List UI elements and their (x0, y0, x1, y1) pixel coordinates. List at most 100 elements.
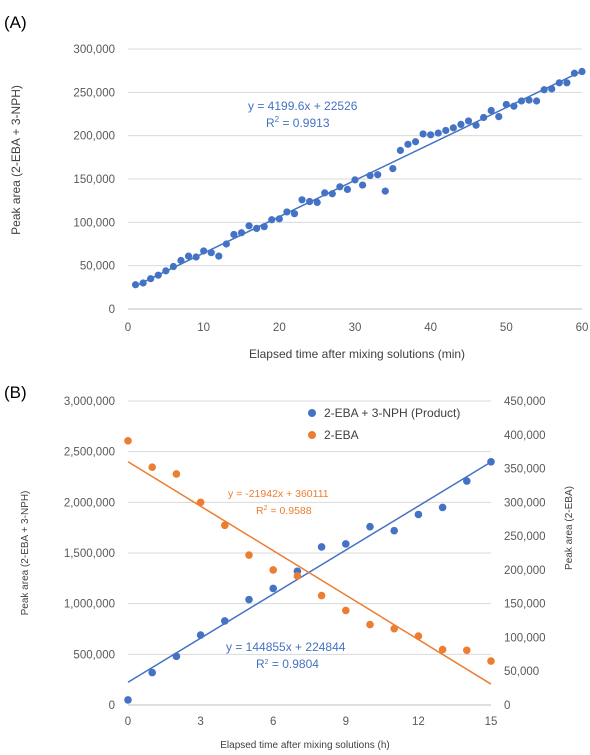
panel-a-data-point (472, 121, 480, 129)
panel-a-data-point (381, 187, 389, 195)
panel-b-2eba-data-point (317, 591, 326, 600)
panel-a-data-point (169, 262, 177, 271)
panel-b-x-tick-label: 9 (343, 716, 349, 728)
panel-b-y2-tick-label: 400,000 (504, 430, 546, 442)
panel-b-y2-tick-label: 300,000 (504, 497, 546, 509)
panel-b-gridlines (128, 400, 491, 706)
panel-a-data-point (260, 223, 268, 231)
panel-a: (A) 0 50,000 100,000 150,000 200,000 250,000 3… (4, 13, 588, 361)
panel-a-trend-equation: y = 4199.6x + 22526 (248, 99, 358, 113)
panel-a-data-point (139, 279, 147, 287)
panel-a-data-point (184, 252, 193, 260)
panel-a-data-point (131, 281, 140, 289)
panel-a-data-point (396, 146, 404, 154)
panel-b-trendlines (127, 461, 492, 685)
panel-b-product-data-point (438, 503, 447, 512)
panel-b-2eba-data-point (390, 624, 399, 633)
panel-b-product-data-point (221, 617, 229, 625)
panel-b-product-data-point (269, 584, 278, 593)
panel-b-x-tick-label: 15 (485, 716, 498, 728)
panel-b-2eba-data-point (172, 470, 181, 478)
panel-a-data-point (517, 97, 526, 105)
panel-b-x-tick-label: 6 (270, 716, 276, 728)
panel-a-data-point (389, 165, 397, 173)
panel-a-data-point (374, 171, 382, 179)
panel-a-data-point (306, 197, 314, 206)
panel-b-label: (B) (4, 383, 27, 402)
panel-b-2eba-data-point (342, 606, 350, 615)
panel-a-data-point (555, 79, 563, 87)
panel-b-2eba-data-point (438, 645, 447, 654)
panel-a-data-point (449, 124, 457, 132)
panel-a-data-point (487, 106, 495, 115)
panel-a-data-point (427, 131, 435, 139)
panel-b-legend: 2-EBA + 3-NPH (Product) 2-EBA (308, 406, 460, 442)
panel-a-data-point (321, 189, 329, 197)
panel-a-data-point (358, 181, 367, 189)
panel-b-y2-tick-label: 200,000 (504, 565, 546, 577)
panel-a-x-axis-title: Elapsed time after mixing solutions (min… (249, 347, 465, 361)
panel-a-x-tick-label: 0 (125, 322, 131, 334)
panel-b-2eba-data-point (148, 463, 156, 472)
panel-a-data-point (495, 113, 503, 121)
panel-a-data-point (411, 138, 420, 146)
panel-b-product-data-point (366, 522, 374, 531)
panel-a-x-tick-label: 30 (349, 322, 362, 334)
panel-a-x-tick-label: 50 (500, 322, 513, 334)
panel-a-data-point (351, 176, 359, 184)
panel-b-y-tick-label: 0 (109, 700, 115, 712)
panel-a-data-point (154, 271, 162, 279)
panel-a-data-point (177, 256, 185, 265)
panel-a-data-point (336, 183, 344, 191)
legend-label-product: 2-EBA + 3-NPH (Product) (324, 406, 460, 420)
panel-b-product-data-point (196, 631, 205, 639)
panel-a-data-point (268, 216, 276, 224)
panel-b-y2-tick-label: 350,000 (504, 464, 546, 476)
panel-a-data-point (540, 86, 548, 94)
panel-a-data-point (298, 196, 306, 204)
panel-a-data-point (328, 190, 336, 198)
legend-marker-2eba (308, 431, 316, 439)
panel-a-x-tick-label: 60 (576, 322, 589, 334)
panel-b-x-axis-title: Elapsed time after mixing solutions (h) (220, 740, 390, 751)
panel-b-2eba-data-point (293, 572, 302, 580)
panel-a-y-tick-label: 100,000 (73, 217, 115, 229)
panel-a-data-point (570, 69, 579, 77)
panel-a-data-point (457, 120, 465, 128)
panel-b-y2-tick-label: 50,000 (504, 666, 539, 678)
panel-a-data-point (230, 230, 238, 239)
panel-b-2eba-data-point (221, 521, 229, 530)
panel-a-x-tick-label: 20 (273, 322, 286, 334)
panel-a-data-point (343, 185, 352, 193)
panel-b-y2-tick-label: 150,000 (504, 599, 546, 611)
panel-b-2eba-data-point (487, 657, 495, 665)
panel-a-data-points (131, 67, 586, 289)
panel-b-product-data-point (390, 526, 399, 535)
panel-b-product-data-point (487, 458, 495, 466)
panel-a-y-tick-label: 150,000 (73, 174, 115, 186)
legend-marker-product (308, 409, 316, 417)
panel-b-product-data-point (245, 595, 253, 604)
panel-b-orange-equation: y = -21942x + 360111 (228, 488, 329, 500)
panel-b-blue-equation: y = 144855x + 224844 (226, 640, 346, 654)
panel-a-data-point (192, 253, 200, 261)
panel-b-y2-tick-labels: 0 50,000 100,000 150,000 200,000 250,000 300,0… (504, 396, 546, 712)
panel-b-product-data-point (317, 543, 326, 551)
panel-b-y-tick-label: 1,000,000 (64, 599, 115, 611)
panel-a-data-point (510, 102, 518, 110)
panel-a-data-point (237, 229, 246, 237)
panel-a-data-point (578, 67, 586, 76)
panel-a-data-point (147, 275, 155, 283)
panel-a-data-point (464, 117, 473, 125)
panel-b-blue-r-squared: R2 = 0.9804 (256, 657, 319, 671)
panel-b-product-data-point (414, 510, 423, 519)
panel-a-data-point (283, 208, 291, 216)
panel-a-y-tick-label: 250,000 (73, 87, 115, 99)
panel-a-data-point (200, 247, 208, 255)
panel-b-x-tick-label: 12 (412, 716, 425, 728)
panel-b-y2-tick-label: 250,000 (504, 531, 546, 543)
panel-b-x-tick-label: 0 (125, 716, 131, 728)
panel-b-x-tick-labels: 0 3 6 9 12 15 (125, 716, 498, 728)
panel-b-2eba-data-point (124, 437, 132, 445)
panel-b-y-tick-labels: 0 500,000 1,000,000 1,500,000 2,000,000 2,500… (64, 396, 115, 712)
